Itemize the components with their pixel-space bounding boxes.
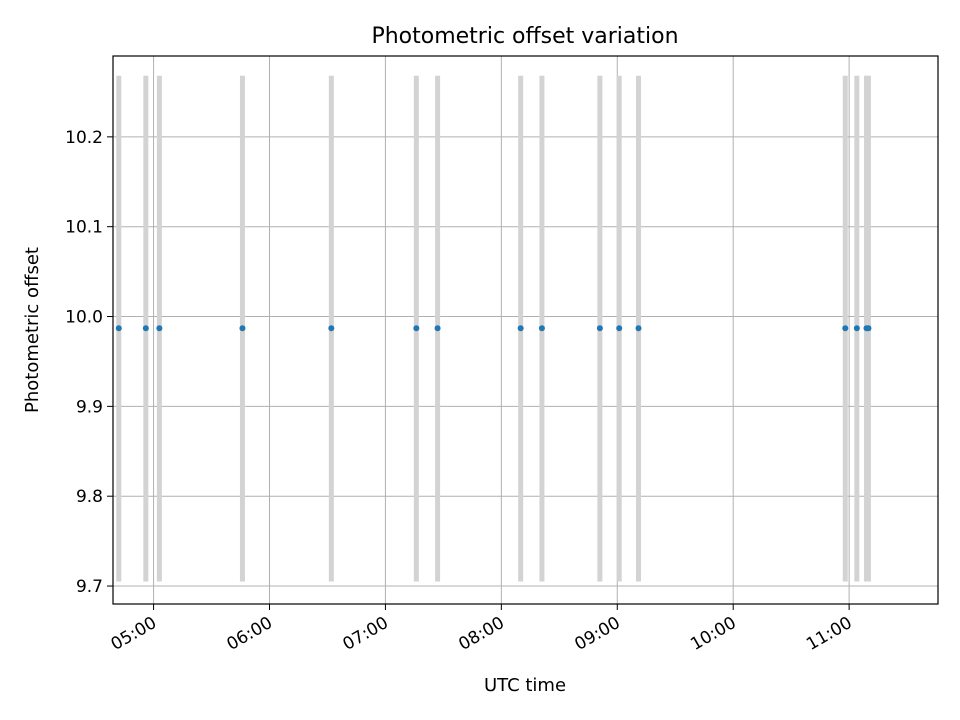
data-point bbox=[865, 325, 872, 332]
data-point bbox=[328, 325, 335, 332]
data-point bbox=[853, 325, 860, 332]
y-tick-label: 9.8 bbox=[76, 487, 103, 507]
data-point bbox=[538, 325, 545, 332]
y-tick-label: 9.7 bbox=[76, 577, 103, 597]
y-tick-label: 9.9 bbox=[76, 397, 103, 417]
y-tick-label: 10.0 bbox=[65, 308, 103, 328]
data-point bbox=[596, 325, 603, 332]
grid bbox=[113, 56, 938, 604]
plot-frame bbox=[112, 55, 939, 605]
data-points bbox=[115, 325, 872, 332]
data-point bbox=[239, 325, 246, 332]
data-point bbox=[616, 325, 623, 332]
data-point bbox=[635, 325, 642, 332]
data-point bbox=[434, 325, 441, 332]
data-point bbox=[115, 325, 122, 332]
y-tick-label: 10.1 bbox=[65, 218, 103, 238]
data-point bbox=[517, 325, 524, 332]
data-point bbox=[156, 325, 163, 332]
y-tick-label: 10.2 bbox=[65, 128, 103, 148]
chart-title: Photometric offset variation bbox=[371, 24, 678, 49]
y-axis-label: Photometric offset bbox=[22, 247, 43, 413]
data-point bbox=[413, 325, 420, 332]
y-axis-ticks: 9.7 9.8 9.9 10.0 10.1 10.2 bbox=[65, 128, 113, 597]
data-point bbox=[142, 325, 149, 332]
data-point bbox=[842, 325, 849, 332]
x-axis-label: UTC time bbox=[484, 675, 566, 696]
